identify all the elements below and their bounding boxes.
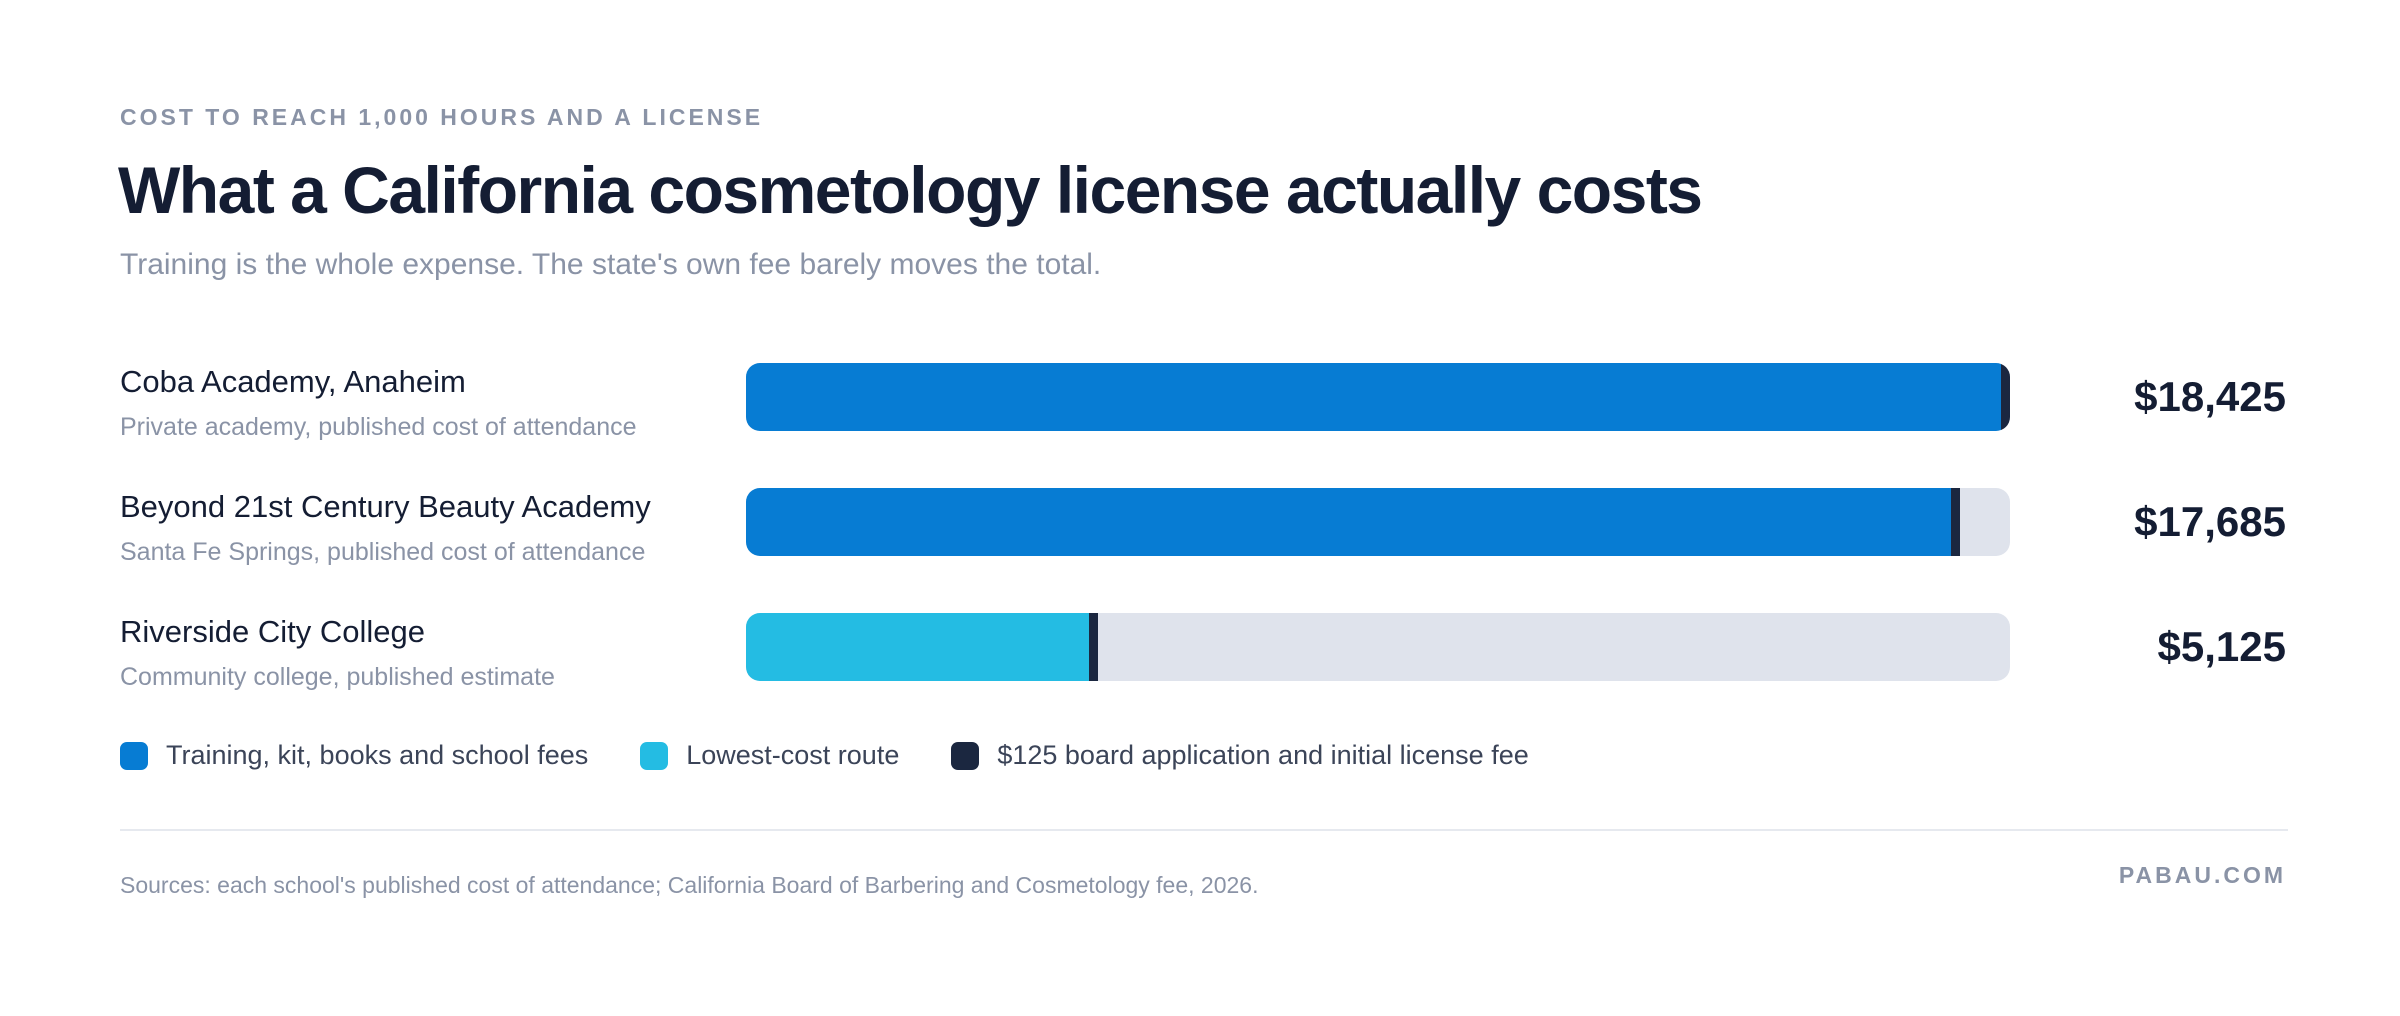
category-label: Beyond 21st Century Beauty Academy [120,489,651,524]
total-value-label: $18,425 [2134,373,2286,420]
category-description: Community college, published estimate [120,663,555,691]
bar-track [746,363,2010,431]
bar-segment-lowest-cost [746,613,1089,681]
bar-track [746,613,2010,681]
legend-item-license-fee: $125 board application and initial licen… [951,740,1529,771]
category-label: Riverside City College [120,614,425,649]
chart-legend: Training, kit, books and school fees Low… [120,740,1581,771]
bar-segment-training [746,488,1951,556]
brand-link[interactable]: PABAU.COM [2118,862,2286,888]
row-label: Beyond 21st Century Beauty Academy Santa … [120,487,651,569]
legend-swatch-license-fee [951,741,980,770]
bar-segment-license-fee [1089,613,1098,681]
bar-track [746,488,2010,556]
sources-note: Sources: each school's published cost of… [120,872,1259,898]
legend-label-lowest-cost: Lowest-cost route [686,740,900,770]
legend-label-training: Training, kit, books and school fees [166,740,589,770]
legend-item-lowest-cost: Lowest-cost route [640,740,899,771]
row-label: Coba Academy, Anaheim Private academy, pu… [120,362,637,444]
footer-divider [120,829,2288,831]
legend-swatch-training [120,741,148,770]
category-label: Coba Academy, Anaheim [120,364,466,399]
category-description: Private academy, published cost of atten… [120,413,637,441]
bar-segment-license-fee [1950,488,1960,556]
legend-swatch-lowest-cost [640,741,669,770]
row-label: Riverside City College Community college,… [120,612,555,694]
category-description: Santa Fe Springs, published cost of atte… [120,538,646,566]
total-value-label: $17,685 [2134,498,2286,545]
bar-segment-license-fee [2001,363,2010,431]
chart-subtitle: Training is the whole expense. The state… [120,248,1102,281]
total-value-label: $5,125 [2157,623,2286,670]
legend-label-license-fee: $125 board application and initial licen… [997,740,1529,770]
chart-eyebrow: COST TO REACH 1,000 HOURS AND A LICENSE [120,104,764,130]
chart-title: What a California cosmetology license ac… [118,153,1703,227]
bar-segment-training [746,363,2002,431]
legend-item-training: Training, kit, books and school fees [120,740,588,771]
